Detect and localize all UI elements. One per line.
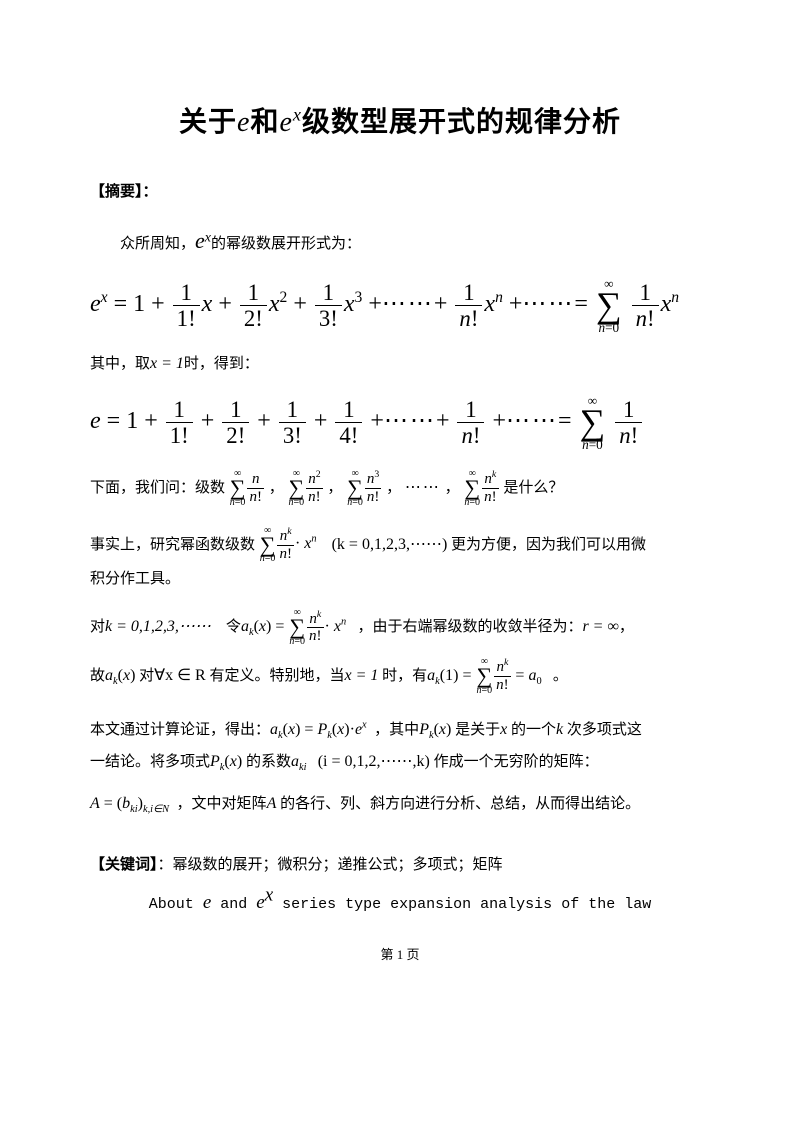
p7: 本文通过计算论证，得出：ak(x) = Pk(x)·ex ，其中Pk(x) 是关… xyxy=(90,714,710,778)
keywords-label: 【关键词】 xyxy=(90,857,158,873)
p1-ex: ex xyxy=(195,235,211,252)
title-text-mid: 和 xyxy=(250,106,279,137)
p6: 故ak(x) 对∀x ∈ R 有定义。特别地，当x = 1 时，有ak(1) =… xyxy=(90,657,710,696)
page-number: 第 1 页 xyxy=(90,944,710,963)
abstract-label: 【摘要】： xyxy=(90,180,710,201)
title-text-pre: 关于 xyxy=(179,106,237,137)
eq1: ex = 1 + 11!x + 12!x2 + 13!x3 +⋯⋯+ 1n!xn… xyxy=(90,277,710,334)
p1: 众所周知，ex的幂级数展开形式为： xyxy=(90,219,710,263)
keywords-body: ：幂级数的展开；微积分；递推公式；多项式；矩阵 xyxy=(158,857,503,873)
x-eq-1: x = 1 xyxy=(150,355,184,372)
p3: 下面，我们问：级数 ∞∑n=0nn! ， ∞∑n=0n2n! ， ∞∑n=0n3… xyxy=(90,469,710,508)
title-ex: ex xyxy=(279,107,302,138)
p8: A = (bki)k,i∈N ，文中对矩阵A 的各行、列、斜方向进行分析、总结，… xyxy=(90,788,710,820)
page: 关于e和ex级数型展开式的规律分析 【摘要】： 众所周知，ex的幂级数展开形式为… xyxy=(0,0,800,1132)
title-e: e xyxy=(237,107,250,138)
p4: 事实上，研究幂函数级数 ∞∑n=0nkn!· xn (k = 0,1,2,3,⋯… xyxy=(90,526,710,595)
p2: 其中，取x = 1时，得到： xyxy=(90,348,710,380)
title-text-post: 级数型展开式的规律分析 xyxy=(302,106,621,137)
title: 关于e和ex级数型展开式的规律分析 xyxy=(90,100,710,140)
p5: 对k = 0,1,2,3,⋯⋯ 令ak(x) = ∞∑n=0nkn!· xn ，… xyxy=(90,608,710,647)
english-title: About e and ex series type expansion ana… xyxy=(90,892,710,914)
eq2: e = 1 + 11! + 12! + 13! + 14! +⋯⋯+ 1n! +… xyxy=(90,394,710,451)
keywords: 【关键词】：幂级数的展开；微积分；递推公式；多项式；矩阵 xyxy=(90,850,710,880)
